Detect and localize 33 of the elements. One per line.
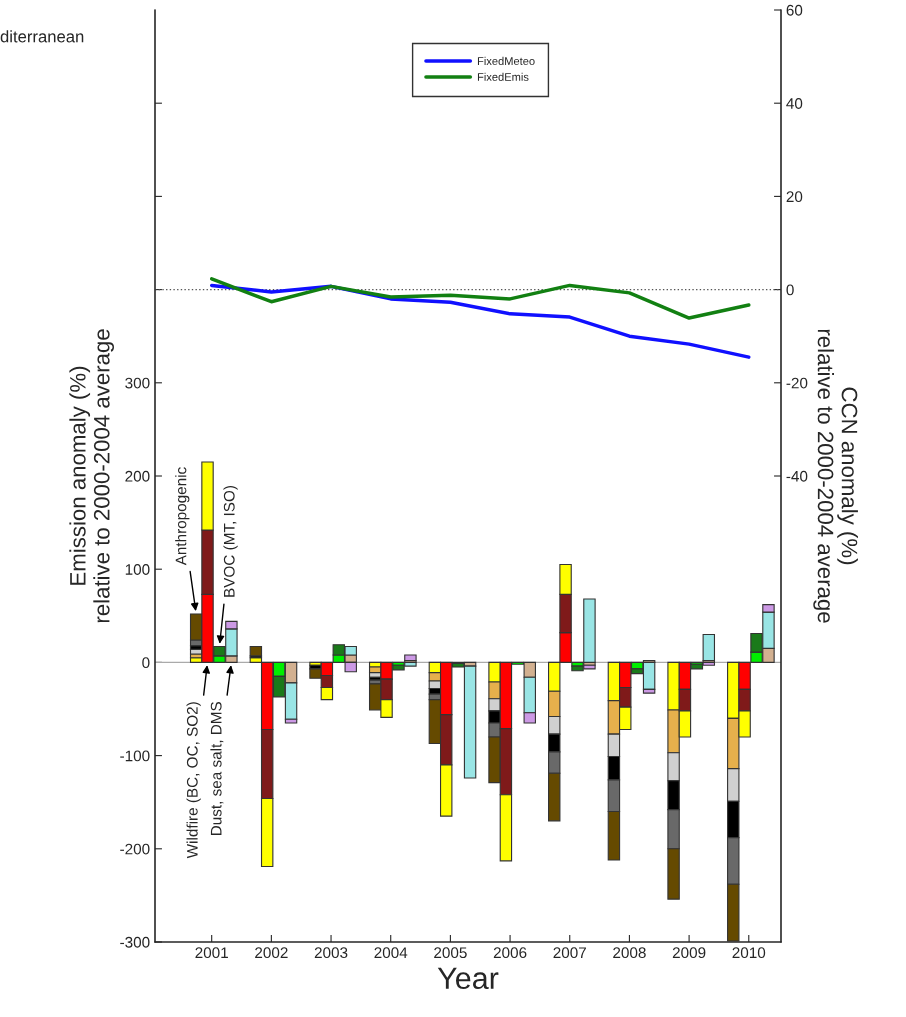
y2-tick-label: 40 <box>786 98 803 109</box>
annotation: Wildfire (BC, OC, SO2) <box>186 702 201 859</box>
y-tick-label: 100 <box>125 564 150 575</box>
annotation: Dust, sea salt, DMS <box>210 701 224 836</box>
x-tick-label: 2004 <box>374 947 408 959</box>
y-tick-label: -300 <box>120 936 150 948</box>
y2-tick-label: -40 <box>786 470 808 482</box>
y-axis-title: Emission anomaly (%) relative to 2000-2004 average <box>69 329 115 623</box>
x-tick-label: 2008 <box>613 947 646 959</box>
y-tick-label: -200 <box>120 843 150 855</box>
x-tick-label: 2003 <box>314 947 348 959</box>
annotation: BVOC (MT, ISO) <box>223 486 238 597</box>
x-axis-title: Year <box>437 967 499 990</box>
legend-label: FixedMeteo <box>477 56 535 66</box>
y-tick-label: 200 <box>125 470 150 482</box>
x-tick-label: 2005 <box>434 947 467 959</box>
y2-tick-label: 60 <box>786 4 803 16</box>
x-tick-label: 2002 <box>255 947 288 959</box>
x-tick-label: 2006 <box>493 947 527 959</box>
x-tick-label: 2007 <box>553 947 586 959</box>
text: diterranean <box>0 30 84 43</box>
y-tick-label: 0 <box>142 657 150 669</box>
legend-label: FixedEmis <box>477 72 529 81</box>
y2-tick-label: 0 <box>786 284 794 296</box>
y2-tick-label: -20 <box>786 377 808 389</box>
x-tick-label: 2010 <box>732 947 766 959</box>
x-tick-label: 2001 <box>195 947 228 959</box>
x-tick-label: 2009 <box>672 947 706 959</box>
y2-axis-title: CCN anomaly (%) relative to 2000-2004 average <box>813 329 858 623</box>
y2-tick-label: 20 <box>786 191 803 203</box>
y-tick-label: -100 <box>120 750 150 762</box>
annotation: Anthropogenic <box>175 467 190 566</box>
y-tick-label: 300 <box>125 377 150 389</box>
